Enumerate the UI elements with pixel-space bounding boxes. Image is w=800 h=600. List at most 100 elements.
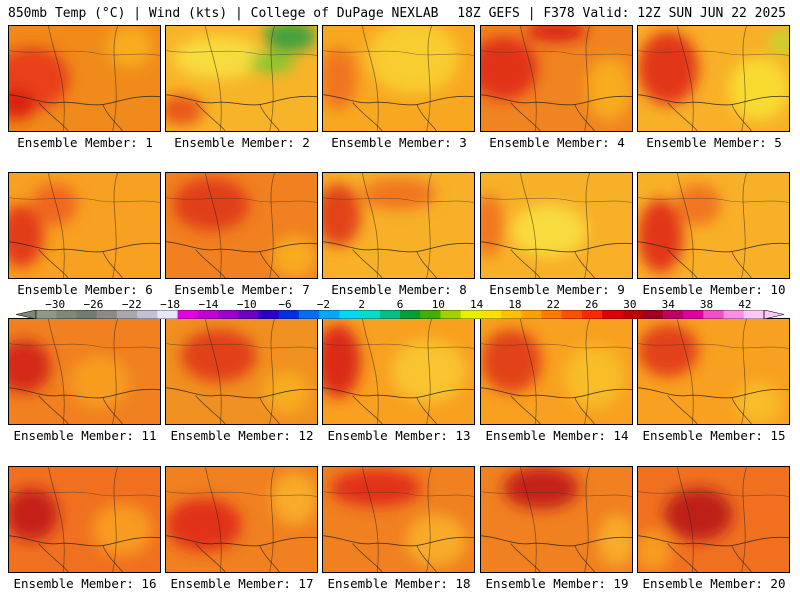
coastline (638, 387, 789, 399)
ensemble-member-label: Ensemble Member: 10 (642, 282, 786, 297)
colorbar-swatch (521, 310, 542, 319)
colorbar-swatch (197, 310, 219, 319)
height-contour (205, 319, 275, 424)
colorbar-tick-label: 42 (738, 298, 752, 311)
state-border (481, 343, 632, 349)
colorbar-swatch (258, 310, 280, 319)
colorbar-swatch (157, 310, 178, 319)
temperature-field (323, 26, 474, 131)
colorbar-swatch (218, 310, 239, 319)
height-contour (677, 26, 747, 131)
coastline (195, 543, 280, 572)
ensemble-member-label: Ensemble Member: 6 (17, 282, 153, 297)
ensemble-map-panel (165, 25, 318, 132)
colorbar-tick-label: 10 (431, 298, 445, 311)
colorbar-swatch (440, 310, 462, 319)
temperature-field (638, 467, 789, 572)
state-border (9, 50, 160, 56)
ensemble-member-label: Ensemble Member: 5 (646, 135, 782, 150)
colorbar-swatch (662, 310, 684, 319)
ensemble-member-label: Ensemble Member: 9 (489, 282, 625, 297)
colorbar-swatch (238, 310, 259, 319)
model-valid-time: 18Z GEFS | F378 Valid: 12Z SUN JUN 22 20… (457, 6, 786, 21)
colorbar-swatch (622, 310, 644, 319)
height-contour (677, 467, 747, 572)
ensemble-map-panel (322, 25, 475, 132)
colorbar-swatch (541, 310, 563, 319)
colorbar-swatch (298, 310, 320, 319)
colorbar-swatch (36, 310, 57, 319)
colorbar-tick-label: −18 (160, 298, 181, 311)
state-border (9, 343, 160, 349)
colorbar-arrow-left (15, 310, 37, 319)
colorbar-swatch (683, 310, 704, 319)
colorbar-scale (15, 310, 785, 319)
colorbar-tick-label: −30 (45, 298, 66, 311)
temperature-field (166, 319, 317, 424)
height-contour (520, 26, 590, 131)
state-border (323, 491, 474, 497)
colorbar-swatch (379, 310, 401, 319)
ensemble-map-panel (8, 466, 161, 573)
ensemble-member-label: Ensemble Member: 13 (327, 428, 471, 443)
colorbar-swatch (339, 310, 360, 319)
chart-title: 850mb Temp (°C) | Wind (kts) | College o… (8, 6, 439, 21)
state-border (638, 50, 789, 56)
colorbar-tick-label: 2 (358, 298, 365, 311)
ensemble-member-label: Ensemble Member: 11 (13, 428, 157, 443)
coastline (38, 395, 123, 424)
state-border (481, 491, 632, 497)
temperature-field (481, 173, 632, 278)
colorbar-tick-label: −10 (236, 298, 257, 311)
coastline (352, 102, 437, 131)
ensemble-map-panel (637, 172, 790, 279)
coastline (323, 94, 474, 106)
colorbar-swatch (96, 310, 118, 319)
temperature-field (638, 319, 789, 424)
coastline (510, 395, 595, 424)
colorbar-tick-label: 22 (546, 298, 560, 311)
temperature-field (166, 467, 317, 572)
coastline (481, 387, 632, 399)
coastline (667, 395, 752, 424)
height-contour (362, 467, 432, 572)
colorbar-tick-label: 6 (396, 298, 404, 311)
coastline (352, 249, 437, 278)
height-contour (205, 173, 275, 278)
temperature-field (9, 467, 160, 572)
state-border (166, 491, 317, 497)
state-border (481, 50, 632, 56)
coastline (195, 102, 280, 131)
coastline (510, 249, 595, 278)
coastline (352, 543, 437, 572)
colorbar-swatch (460, 310, 482, 319)
state-border (166, 343, 317, 349)
coastline (38, 543, 123, 572)
temperature-colorbar: −30 −26 −22 −18 −14 −10 −6 −2 2 6 10 14 18 22 26 30 34 38… (0, 298, 800, 320)
colorbar-tick-label: −26 (83, 298, 104, 311)
coastline (166, 387, 317, 399)
height-contour (48, 173, 118, 278)
height-contour (362, 26, 432, 131)
height-contour (48, 26, 118, 131)
temperature-field (9, 319, 160, 424)
coastline (352, 395, 437, 424)
ensemble-member-label: Ensemble Member: 8 (331, 282, 467, 297)
ensemble-member-label: Ensemble Member: 3 (331, 135, 467, 150)
ensemble-member-label: Ensemble Member: 14 (485, 428, 629, 443)
state-border (323, 197, 474, 203)
temperature-field (166, 173, 317, 278)
ensemble-map-panel (322, 318, 475, 425)
colorbar-swatch (602, 310, 623, 319)
colorbar-tick-label: 18 (508, 298, 522, 311)
coastline (166, 535, 317, 547)
temperature-field (638, 173, 789, 278)
coastline (667, 102, 752, 131)
coastline (9, 94, 160, 106)
colorbar-swatch (723, 310, 745, 319)
colorbar-swatch (177, 310, 199, 319)
colorbar-swatch (137, 310, 158, 319)
coastline (166, 241, 317, 253)
colorbar-swatch (76, 310, 98, 319)
coastline (195, 395, 280, 424)
